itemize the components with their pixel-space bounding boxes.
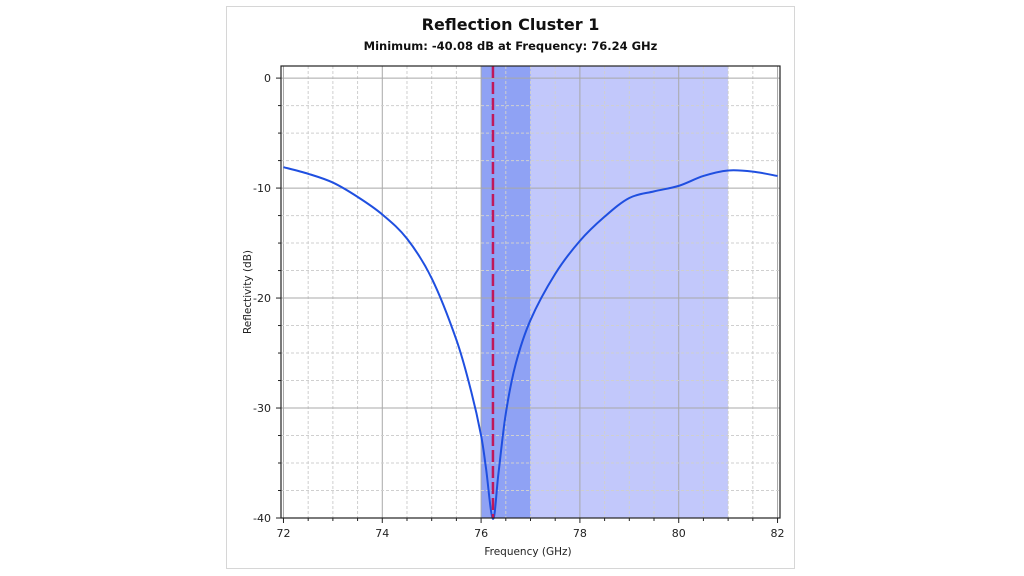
chart-subtitle: Minimum: -40.08 dB at Frequency: 76.24 G…	[363, 39, 658, 53]
x-tick-label: 80	[672, 527, 686, 540]
x-axis-label: Frequency (GHz)	[484, 546, 571, 558]
y-tick-label: -30	[253, 402, 271, 415]
y-tick-label: -40	[253, 512, 271, 525]
x-tick-label: 76	[474, 527, 488, 540]
y-tick-label: -10	[253, 182, 271, 195]
x-tick-label: 74	[375, 527, 389, 540]
chart-title: Reflection Cluster 1	[421, 15, 600, 34]
x-tick-label: 78	[573, 527, 587, 540]
chart-frame	[226, 6, 795, 569]
y-tick-label: -20	[253, 292, 271, 305]
x-tick-label: 72	[276, 527, 290, 540]
x-tick-label: 82	[771, 527, 785, 540]
y-tick-label: 0	[264, 72, 271, 85]
y-axis-label: Reflectivity (dB)	[242, 250, 254, 334]
reflectivity-line	[283, 166, 778, 520]
